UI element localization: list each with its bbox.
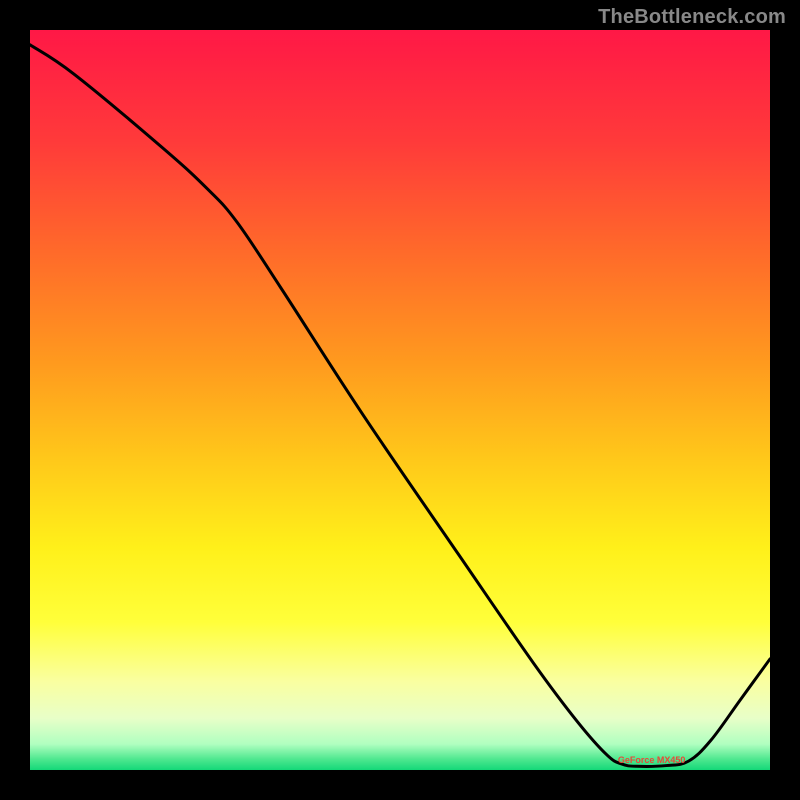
gpu-label: GeForce MX450 [618, 755, 686, 765]
watermark-text: TheBottleneck.com [598, 6, 786, 29]
chart-background-gradient [30, 30, 770, 770]
plot-area: GeForce MX450 [30, 30, 770, 770]
bottleneck-chart: TheBottleneck.com GeForce MX450 [0, 0, 800, 800]
